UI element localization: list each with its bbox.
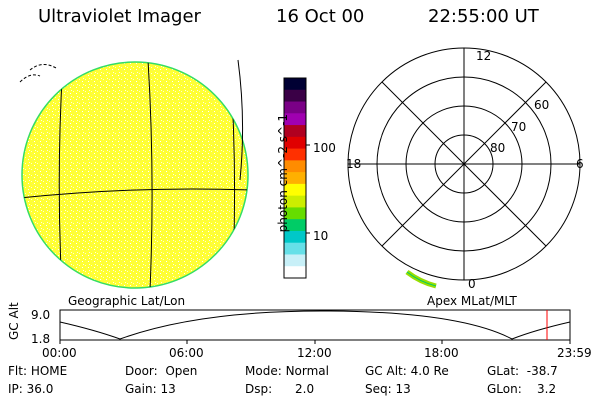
time-tick-0000: 00:00 (42, 346, 77, 360)
meridian-outside (237, 59, 244, 181)
time-tick-0600: 06:00 (169, 346, 204, 360)
status-flt: Flt: HOME (8, 364, 68, 378)
altitude-max: 9.0 (31, 308, 51, 322)
status-dsp: Dsp: 2.0 (245, 382, 315, 396)
colorbar-band (284, 78, 306, 91)
colorbar-band (284, 230, 306, 244)
colorbar-tick-100: 100 (313, 141, 336, 155)
status-gain: Gain: 13 (125, 382, 176, 396)
time-tick-2359: 23:59 (557, 346, 592, 360)
colorbar-band (284, 207, 306, 220)
colorbar-band (284, 89, 306, 103)
left-panel-caption: Geographic Lat/Lon (68, 294, 186, 308)
instrument-title: Ultraviolet Imager (38, 6, 201, 27)
status-mode: Mode: Normal (245, 364, 329, 378)
colorbar-band (284, 125, 306, 138)
time-tick-1200: 12:00 (297, 346, 332, 360)
time-tick-1800: 18:00 (424, 346, 459, 360)
status-door: Door: Open (125, 364, 198, 378)
colorbar-band (284, 195, 306, 208)
colorbar-band (284, 101, 306, 114)
coastline (19, 64, 57, 83)
altitude-min: 1.8 (31, 332, 51, 346)
colorbar-band (284, 242, 306, 255)
colorbar-band (284, 183, 306, 197)
mlt-12: 12 (476, 49, 492, 63)
status-glat: GLat: -38.7 (487, 364, 558, 378)
colorbar-band (284, 136, 306, 150)
status-glon: GLon: 3.2 (487, 382, 557, 396)
colorbar-tick-10: 10 (313, 229, 329, 243)
colorbar-band (284, 254, 306, 267)
colorbar (283, 77, 310, 279)
status-ip: IP: 36.0 (8, 382, 54, 396)
mlt-6: 6 (576, 157, 584, 171)
colorbar-band (284, 219, 306, 232)
colorbar-band (284, 160, 306, 173)
mlat-80: 80 (490, 141, 506, 155)
time-label: 22:55:00 UT (428, 6, 539, 27)
colorbar-frame (283, 77, 307, 279)
altitude-curve (59, 310, 571, 340)
altitude-axis-label: GC Alt (7, 302, 21, 340)
colorbar-band (284, 172, 306, 185)
earth-disk (21, 61, 249, 289)
date-label: 16 Oct 00 (276, 6, 365, 27)
colorbar-band (284, 148, 306, 161)
mlt-0: 0 (468, 277, 476, 291)
right-panel-caption: Apex MLat/MLT (427, 294, 517, 308)
colorbar-band (284, 113, 306, 126)
status-gc-alt: GC Alt: 4.0 Re (365, 364, 449, 378)
colorbar-band (284, 266, 306, 279)
mlt-18: 18 (346, 157, 362, 171)
mlat-60: 60 (534, 98, 550, 112)
mlat-70: 70 (511, 120, 527, 134)
status-seq: Seq: 13 (365, 382, 411, 396)
